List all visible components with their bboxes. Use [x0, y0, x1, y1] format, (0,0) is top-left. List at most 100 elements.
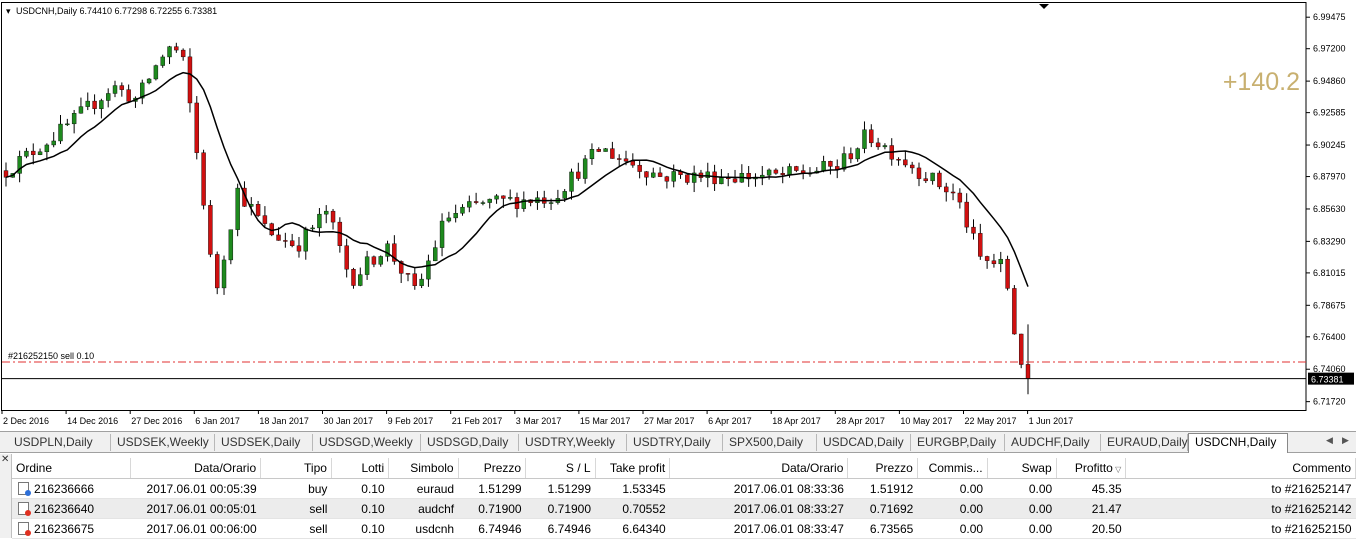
column-header[interactable]: Ordine	[12, 458, 132, 479]
chart-tab[interactable]: AUDCHF,Daily	[1005, 434, 1101, 451]
chart-tab[interactable]: USDTRY,Daily	[627, 434, 723, 451]
chart-canvas[interactable]: 6.99475 6.97200 6.94860 6.92585 6.90245 6.879…	[0, 0, 1356, 430]
chart-tab[interactable]: USDPLN,Daily	[8, 434, 111, 451]
candle-body	[467, 201, 472, 208]
cell-swap: 0.00	[987, 498, 1057, 519]
column-header[interactable]: Data/Orario	[130, 458, 262, 479]
price-label: 6.99475	[1313, 12, 1346, 22]
date-label: 1 Jun 2017	[1029, 416, 1074, 426]
table-row[interactable]: 216236640 2017.06.01 00:05:01 sell 0.10 audc…	[12, 498, 1356, 519]
column-header[interactable]: Profitto ▽	[1056, 458, 1127, 479]
moving-average-line	[5, 71, 1029, 287]
cell-sl: 0.71900	[525, 498, 596, 519]
scroll-marker-icon	[1039, 4, 1049, 9]
cell-commission: 0.00	[917, 498, 988, 519]
column-header[interactable]: Commento	[1125, 458, 1356, 479]
candle-body	[37, 151, 43, 155]
current-price-box	[1308, 372, 1354, 385]
candle-body	[31, 150, 36, 155]
close-icon[interactable]: ✕	[1, 454, 10, 465]
candle-body	[576, 171, 581, 179]
candle-body	[644, 171, 649, 178]
candle-body	[596, 149, 601, 152]
candle-body	[221, 259, 227, 289]
column-header[interactable]: S / L	[525, 458, 596, 479]
candle-body	[855, 148, 860, 160]
column-header[interactable]: Lotti	[331, 458, 390, 479]
candle-body	[787, 166, 792, 175]
chart-tab[interactable]: EURGBP,Daily	[911, 434, 1005, 451]
candle-body	[896, 158, 901, 161]
scroll-right-icon[interactable]: ▶	[1342, 435, 1349, 445]
price-label: 6.94860	[1313, 76, 1346, 86]
candle-body	[201, 152, 206, 206]
column-header[interactable]: Prezzo	[458, 458, 527, 479]
price-label: 6.71720	[1313, 397, 1346, 407]
order-number: 216236640	[34, 501, 95, 516]
chart-tab[interactable]: USDTRY,Weekly	[519, 434, 627, 451]
chart-tab[interactable]: USDCAD,Daily	[817, 434, 911, 451]
cell-lotti: 0.10	[331, 498, 389, 519]
candle-body	[140, 82, 145, 99]
candle-body	[923, 178, 928, 182]
candle-body	[228, 229, 234, 261]
candle-body	[378, 256, 383, 265]
order-number: 216236675	[34, 521, 95, 536]
cell-tipo: buy	[260, 478, 332, 499]
column-header[interactable]: Simbolo	[388, 458, 459, 479]
candle-body	[51, 140, 56, 146]
candle-body	[358, 274, 363, 286]
column-header[interactable]: Data/Orario	[669, 458, 849, 479]
candle-body	[617, 158, 622, 160]
symbol-menu-icon: ▾	[6, 6, 11, 16]
cell-sl: 1.51299	[525, 478, 596, 499]
chart-tab[interactable]: USDSEK,Daily	[215, 434, 313, 451]
chart-tab[interactable]: USDCNH,Daily	[1188, 433, 1288, 453]
candle-body	[344, 245, 349, 270]
cell-swap: 0.00	[987, 478, 1057, 499]
column-header[interactable]: Take profit	[595, 458, 671, 479]
candle-body	[950, 191, 956, 194]
chart-tab[interactable]: SPX500,Daily	[723, 434, 817, 451]
scroll-left-icon[interactable]: ◀	[1326, 435, 1333, 445]
date-label: 14 Dec 2016	[67, 416, 118, 426]
cell-tp: 6.64340	[595, 518, 670, 539]
chart-tab[interactable]: USDSGD,Daily	[421, 434, 519, 451]
cell-lotti: 0.10	[331, 478, 389, 499]
candle-body	[187, 56, 193, 104]
column-header[interactable]: Commis...	[917, 458, 988, 479]
candle-body	[119, 85, 125, 90]
chart-tab[interactable]: USDSEK,Weekly	[111, 434, 215, 451]
candle-body	[153, 65, 159, 80]
table-row[interactable]: 216236666 2017.06.01 00:05:39 buy 0.10 eurau…	[12, 478, 1356, 499]
candle-body	[569, 171, 574, 192]
date-label: 15 Mar 2017	[580, 416, 631, 426]
cell-close-time: 2017.06.01 08:33:27	[669, 498, 848, 519]
candle-body	[487, 198, 492, 203]
candle-body	[17, 156, 22, 174]
candle-body	[405, 273, 411, 275]
cell-ordine: 216236666	[12, 478, 131, 499]
candle-body	[235, 187, 240, 230]
cell-prezzo: 1.51299	[458, 478, 526, 499]
candle-body	[630, 161, 636, 166]
price-chart[interactable]: 6.99475 6.97200 6.94860 6.92585 6.90245 6.879…	[0, 0, 1356, 430]
column-header[interactable]: Swap	[987, 458, 1057, 479]
column-header[interactable]: Prezzo	[847, 458, 918, 479]
chart-tab[interactable]: EURAUD,Daily	[1101, 434, 1188, 451]
candle-body	[385, 243, 390, 257]
sell-order-icon	[18, 501, 31, 516]
cell-prezzo: 6.74946	[458, 518, 526, 539]
candle-body	[964, 201, 969, 228]
candle-body	[433, 247, 438, 262]
cell-open-time: 2017.06.01 00:06:00	[130, 518, 261, 539]
column-header[interactable]: Tipo	[260, 458, 332, 479]
candle-body	[984, 256, 990, 261]
order-type-dot-icon	[25, 529, 31, 536]
candle-body	[841, 153, 847, 170]
candle-body	[998, 258, 1003, 265]
table-row[interactable]: 216236675 2017.06.01 00:06:00 sell 0.10 usdc…	[12, 518, 1356, 539]
cell-close-time: 2017.06.01 08:33:47	[669, 518, 848, 539]
chart-tab[interactable]: USDSGD,Weekly	[313, 434, 421, 451]
candle-body	[719, 177, 724, 185]
